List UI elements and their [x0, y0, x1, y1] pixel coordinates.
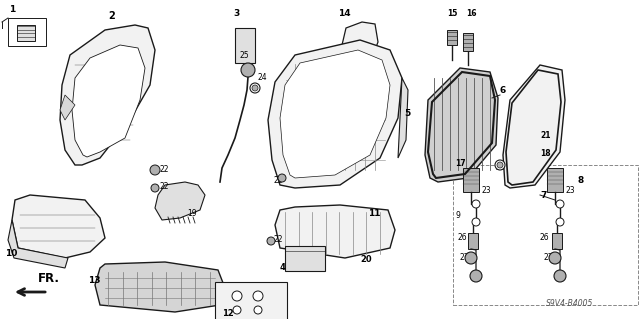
Text: 17: 17	[455, 159, 466, 168]
Polygon shape	[12, 195, 105, 258]
Text: 1: 1	[9, 5, 15, 14]
Text: 16: 16	[466, 9, 477, 18]
Circle shape	[554, 270, 566, 282]
Text: 22: 22	[160, 165, 170, 174]
Polygon shape	[60, 95, 75, 120]
Circle shape	[556, 200, 564, 208]
Polygon shape	[60, 25, 155, 165]
Circle shape	[497, 162, 503, 168]
Bar	[17, 25, 35, 41]
Text: 18: 18	[540, 149, 550, 158]
Bar	[453, 165, 638, 305]
Text: 25: 25	[240, 51, 250, 60]
Text: 27: 27	[543, 253, 552, 262]
Text: 8: 8	[578, 176, 584, 185]
Circle shape	[556, 218, 564, 226]
Circle shape	[252, 85, 258, 91]
Text: S9V4-B4005: S9V4-B4005	[547, 299, 594, 308]
Bar	[215, 282, 287, 319]
Polygon shape	[8, 220, 68, 268]
Text: FR.: FR.	[38, 272, 60, 285]
Text: 22: 22	[160, 182, 170, 191]
Circle shape	[254, 306, 262, 314]
Bar	[235, 28, 255, 63]
Circle shape	[465, 252, 477, 264]
Polygon shape	[398, 78, 408, 158]
Text: 4: 4	[280, 263, 286, 272]
Text: 7: 7	[540, 191, 547, 200]
Text: 22: 22	[274, 176, 284, 185]
Text: 22: 22	[274, 235, 284, 244]
Polygon shape	[72, 45, 145, 157]
Bar	[463, 33, 473, 51]
Polygon shape	[342, 22, 378, 62]
Text: 23: 23	[482, 186, 492, 195]
Circle shape	[472, 218, 480, 226]
Bar	[285, 246, 325, 271]
Circle shape	[250, 83, 260, 93]
Circle shape	[151, 184, 159, 192]
Text: 15: 15	[447, 9, 458, 18]
Circle shape	[472, 200, 480, 208]
Circle shape	[278, 174, 286, 182]
Bar	[463, 168, 479, 192]
Circle shape	[470, 270, 482, 282]
Text: 13: 13	[88, 276, 100, 285]
Text: 23: 23	[566, 186, 575, 195]
Bar	[447, 30, 457, 45]
Polygon shape	[275, 205, 395, 258]
Text: 24: 24	[258, 73, 268, 82]
Polygon shape	[280, 50, 390, 178]
Text: 26: 26	[540, 233, 550, 242]
Text: 27: 27	[460, 253, 470, 262]
Circle shape	[253, 291, 263, 301]
Circle shape	[495, 160, 505, 170]
Bar	[547, 168, 563, 192]
Text: 2: 2	[108, 11, 115, 21]
Circle shape	[241, 63, 255, 77]
Text: 28: 28	[495, 163, 504, 172]
Bar	[468, 233, 478, 249]
Text: 10: 10	[5, 249, 17, 258]
Circle shape	[267, 237, 275, 245]
Text: 6: 6	[500, 86, 506, 95]
Circle shape	[150, 165, 160, 175]
Text: 14: 14	[338, 9, 351, 18]
Text: 19: 19	[187, 209, 196, 218]
Text: 26: 26	[457, 233, 467, 242]
Polygon shape	[503, 65, 565, 188]
Bar	[8, 18, 46, 46]
Text: 3: 3	[233, 9, 239, 18]
Text: 5: 5	[404, 109, 410, 118]
Text: 20: 20	[360, 255, 372, 264]
Polygon shape	[95, 262, 225, 312]
Circle shape	[549, 252, 561, 264]
Polygon shape	[155, 182, 205, 220]
Text: 11: 11	[368, 209, 381, 218]
Circle shape	[232, 291, 242, 301]
Text: 21: 21	[540, 131, 550, 140]
Bar	[552, 233, 562, 249]
Polygon shape	[268, 40, 402, 188]
Text: 9: 9	[455, 211, 460, 220]
Circle shape	[233, 306, 241, 314]
Polygon shape	[425, 68, 498, 182]
Text: 12: 12	[222, 309, 234, 318]
